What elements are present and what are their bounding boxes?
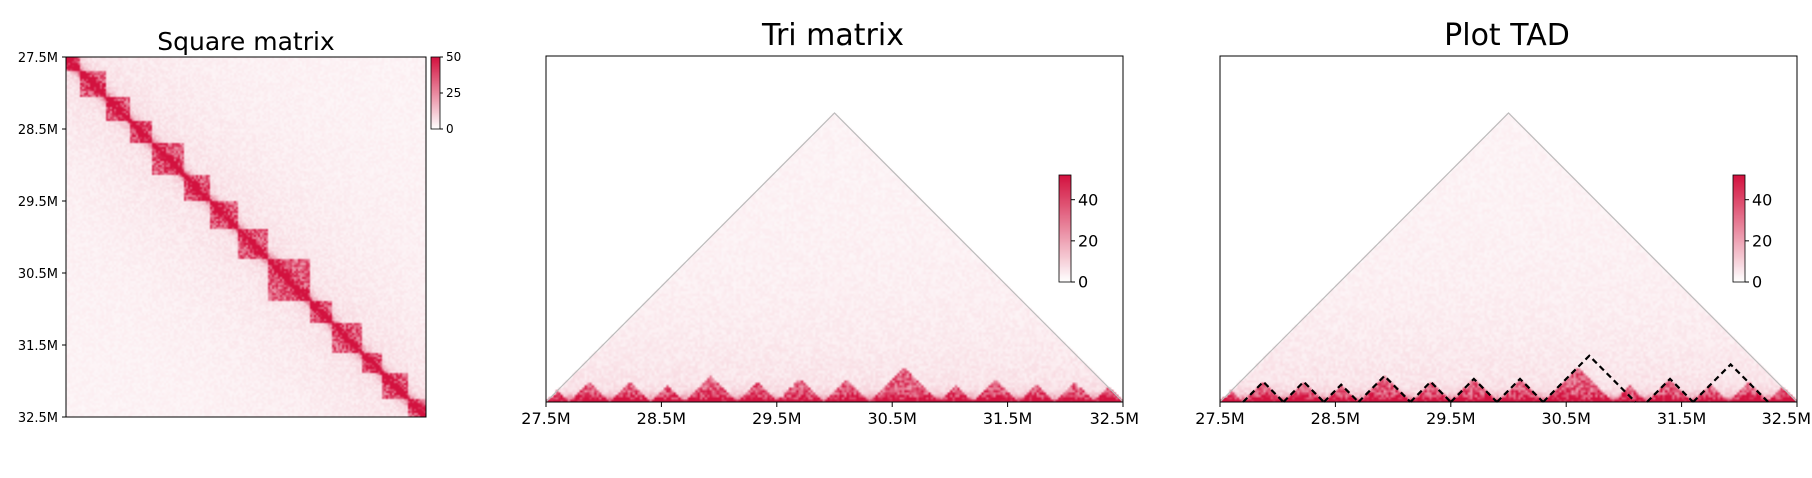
x-tick-label: 29.5M [752,409,801,428]
x-tick-label: 30.5M [867,409,916,428]
colorbar-tick-label: 50 [446,50,461,64]
tad-boundary [1450,377,1498,403]
x-tick-label: 31.5M [983,409,1032,428]
plot-tad-x-axis: 27.5M 28.5M 29.5M 30.5M 31.5M 32.5M [1195,402,1811,428]
y-tick-label: 28.5M [18,123,58,138]
plot-tad-heatmap [1220,113,1797,402]
y-tick-label: 31.5M [18,339,58,354]
x-tick-label: 27.5M [521,409,570,428]
colorbar-tick-label: 25 [446,86,461,100]
tad-boundary [1357,374,1412,403]
tri-matrix-colorbar-frame [1058,174,1072,283]
plot-tad-outline [1219,112,1798,403]
x-tick-label: 28.5M [637,409,686,428]
plot-tad-colorbar [1733,175,1745,282]
tri-matrix-colorbar [1059,175,1071,282]
plot-tad-frame [1219,55,1798,403]
x-tick-label: 30.5M [1541,409,1590,428]
y-tick-label: 32.5M [18,411,58,426]
colorbar-tick-label: 20 [1078,231,1098,250]
tri-matrix-heatmap [546,113,1123,402]
colorbar-tick-label: 20 [1752,231,1772,250]
colorbar-tick-label: 0 [1078,273,1088,292]
tri-matrix-frame [545,55,1124,403]
tri-matrix-outline [545,112,1124,403]
tad-boundary [1496,377,1544,403]
tad-boundary [1646,377,1694,403]
tad-boundary [1692,362,1769,403]
tad-boundary [1323,383,1360,403]
colorbar-tick-label: 0 [446,122,454,136]
x-tick-label: 29.5M [1426,409,1475,428]
colorbar-tick-label: 40 [1752,190,1772,209]
colorbar-tick-label: 40 [1078,190,1098,209]
square-matrix-colorbar-ticks: 50 25 0 [440,50,461,136]
square-matrix-y-axis: 27.5M 28.5M 29.5M 30.5M 31.5M 32.5M [18,51,66,426]
square-matrix-heatmap [66,57,426,417]
colorbar-tick-label: 0 [1752,273,1762,292]
x-tick-label: 31.5M [1657,409,1706,428]
tad-boundaries [1242,354,1769,403]
tri-matrix-colorbar-ticks: 40 20 0 [1071,190,1098,292]
y-tick-label: 30.5M [18,267,58,282]
square-matrix-colorbar [431,57,440,129]
plot-tad-panel: Plot TAD 27.5M 28.5M 29.5M 30.5M 31.5M 32.5M … [1195,18,1811,428]
square-matrix-panel: Square matrix 27.5M 28.5M 29.5M 30.5M 31.5M 3… [18,27,461,426]
x-tick-label: 32.5M [1090,409,1139,428]
y-tick-label: 27.5M [18,51,58,66]
x-tick-label: 27.5M [1195,409,1244,428]
tri-matrix-x-axis: 27.5M 28.5M 29.5M 30.5M 31.5M 32.5M [521,402,1139,428]
tad-boundary [1542,354,1637,403]
plot-tad-colorbar-frame [1732,174,1746,283]
square-matrix-frame [65,56,427,418]
plot-tad-title: Plot TAD [1444,18,1570,53]
tri-matrix-panel: Tri matrix 27.5M 28.5M 29.5M 30.5M 31.5M 32.5… [521,18,1139,428]
square-matrix-title: Square matrix [157,27,334,56]
x-tick-label: 28.5M [1311,409,1360,428]
y-tick-label: 29.5M [18,195,58,210]
x-tick-label: 32.5M [1762,409,1811,428]
plot-tad-colorbar-ticks: 40 20 0 [1745,190,1772,292]
tri-matrix-title: Tri matrix [761,18,904,53]
